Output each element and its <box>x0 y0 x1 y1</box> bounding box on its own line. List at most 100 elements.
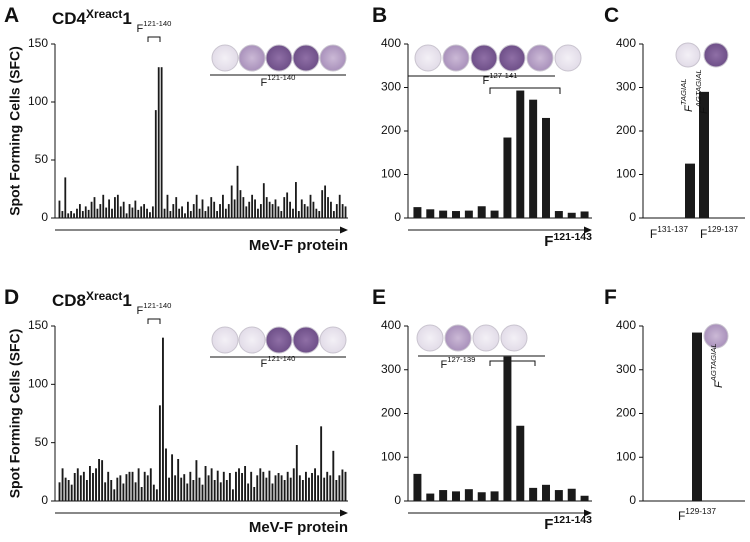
well-images-c <box>675 42 729 68</box>
bar <box>186 201 189 218</box>
bar <box>286 471 289 501</box>
bar <box>210 468 213 501</box>
x-axis-label-base: MeV-F protein <box>249 519 348 536</box>
bracket <box>147 318 161 324</box>
panel-letter: D <box>4 286 19 309</box>
annotation: F121-140 <box>261 354 296 370</box>
peptide-label-sup: AGTAGIAL <box>694 69 703 108</box>
annotation-sup: 121-140 <box>267 354 295 363</box>
well <box>442 44 470 72</box>
bar <box>201 199 204 218</box>
bar <box>295 445 298 501</box>
bar <box>58 482 61 501</box>
bar <box>134 482 137 501</box>
bar <box>529 487 538 501</box>
bar <box>225 480 228 501</box>
bar <box>251 194 254 218</box>
bar <box>201 484 204 501</box>
annotation-sup: 121-140 <box>267 73 295 82</box>
bar <box>180 477 183 501</box>
y-tick-label: 200 <box>616 406 636 420</box>
y-tick-label: 0 <box>629 210 636 224</box>
peptide-label-sup: AGTAGIAL <box>709 343 718 382</box>
well <box>470 44 498 72</box>
bar <box>516 90 525 218</box>
bar <box>529 99 538 218</box>
well-images-e <box>416 324 528 352</box>
bar <box>567 488 576 501</box>
bar <box>338 475 341 501</box>
bar <box>162 337 164 501</box>
bar <box>107 471 110 501</box>
well <box>265 326 293 354</box>
y-tick-label: 150 <box>28 318 48 332</box>
bar <box>230 185 233 218</box>
bar <box>189 211 192 218</box>
bar <box>324 185 327 218</box>
annotation-sup: 127-139 <box>447 355 475 364</box>
bar <box>88 466 91 501</box>
x-tick-label-sup: 129-137 <box>685 506 716 516</box>
bar <box>181 206 183 218</box>
y-tick-label: 0 <box>629 493 636 507</box>
panel-title-rest: 1 <box>122 291 131 310</box>
bar <box>301 480 304 501</box>
well-images-f <box>703 323 729 349</box>
bar <box>503 356 512 501</box>
bar <box>233 199 236 218</box>
x-axis-label-sup: 121-143 <box>553 514 592 526</box>
annotation-base: F <box>483 75 490 87</box>
bar <box>96 208 99 218</box>
annotation-sup: 127-141 <box>489 71 517 80</box>
bar <box>172 204 175 218</box>
bar <box>110 480 113 501</box>
bar <box>134 200 137 218</box>
bar <box>122 483 125 501</box>
bar <box>309 194 312 218</box>
bracket <box>489 87 561 94</box>
bar <box>332 450 335 501</box>
bar <box>554 490 563 501</box>
bar <box>503 137 512 218</box>
bar <box>323 477 326 501</box>
bar <box>256 475 259 501</box>
bar <box>554 211 563 218</box>
well <box>319 44 347 72</box>
bar <box>298 475 301 501</box>
bar <box>61 468 64 501</box>
annotation-sup: 121-140 <box>143 19 171 28</box>
bar <box>262 471 265 501</box>
bar <box>87 209 90 218</box>
peptide-label: FTAGIAL <box>679 78 695 112</box>
peptide-label: FAGTAGIAL <box>694 69 710 114</box>
bar <box>235 471 237 501</box>
well <box>319 326 347 354</box>
y-tick-label: 100 <box>616 449 636 463</box>
x-arrow-head <box>340 509 348 517</box>
x-axis-label-base: MeV-F protein <box>249 237 348 254</box>
bar <box>149 212 151 218</box>
bar <box>116 477 119 501</box>
well <box>444 324 472 352</box>
peptide-label: FAGTAGIAL <box>709 343 725 388</box>
bar <box>163 208 166 218</box>
panel-title-sup: Xreact <box>86 7 122 21</box>
bar <box>168 477 170 501</box>
bar <box>274 475 277 501</box>
x-arrow-head <box>584 226 592 234</box>
x-tick-label: F131-137 <box>650 224 688 241</box>
bar <box>157 67 160 218</box>
bar <box>452 491 460 501</box>
bar <box>344 206 347 218</box>
bar <box>108 199 110 218</box>
y-tick-label: 300 <box>381 80 401 94</box>
bar <box>292 208 294 218</box>
bar <box>195 194 198 218</box>
bar <box>321 190 324 218</box>
bar <box>413 473 422 501</box>
x-arrow-head <box>340 226 348 234</box>
bar <box>289 477 292 501</box>
bar <box>262 183 265 218</box>
bar <box>183 474 186 501</box>
bar <box>104 482 107 501</box>
